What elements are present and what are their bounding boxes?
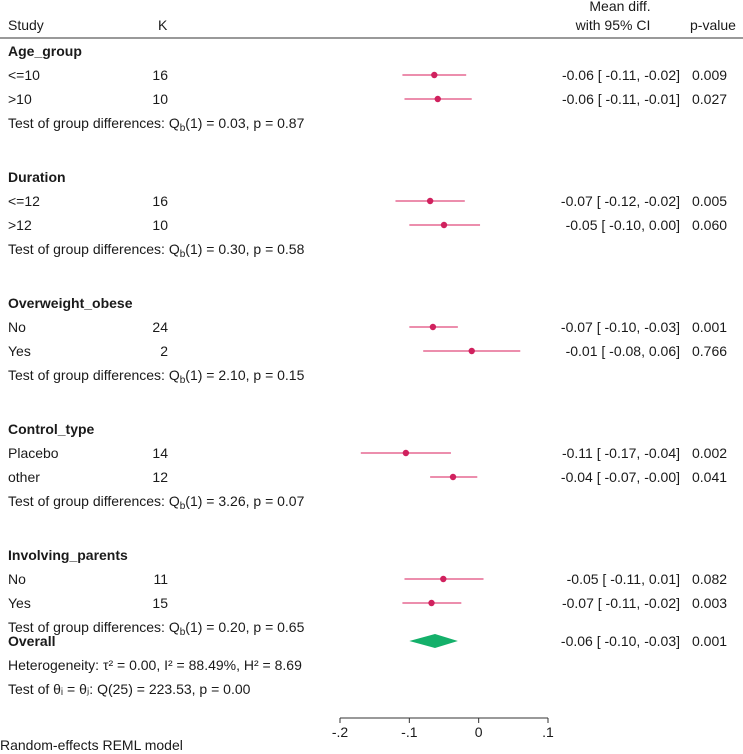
header-pvalue: p-value bbox=[690, 17, 736, 33]
heterogeneity-text: Heterogeneity: τ² = 0.00, I² = 88.49%, H… bbox=[8, 657, 302, 673]
estimate-marker bbox=[429, 323, 437, 331]
study-k: 10 bbox=[152, 217, 168, 233]
header-effect-line1: Mean diff. bbox=[589, 0, 650, 14]
study-label: Yes bbox=[8, 343, 31, 359]
header-k: K bbox=[158, 17, 168, 33]
x-tick-label: 0 bbox=[475, 724, 483, 740]
study-k: 2 bbox=[160, 343, 168, 359]
p-value: 0.001 bbox=[692, 319, 727, 335]
effect-ci-text: -0.07 [ -0.10, -0.03] bbox=[561, 319, 680, 335]
estimate-marker bbox=[431, 71, 438, 79]
effect-ci-text: -0.07 [ -0.12, -0.02] bbox=[561, 193, 680, 209]
p-value: 0.082 bbox=[692, 571, 727, 587]
overall-ci-text: -0.06 [ -0.10, -0.03] bbox=[561, 633, 680, 649]
study-label: Placebo bbox=[8, 445, 59, 461]
p-value: 0.041 bbox=[692, 469, 727, 485]
study-k: 11 bbox=[153, 571, 168, 587]
group-title: Overweight_obese bbox=[8, 295, 133, 311]
p-value: 0.005 bbox=[692, 193, 727, 209]
estimate-marker bbox=[449, 473, 457, 481]
effect-ci-text: -0.04 [ -0.07, -0.00] bbox=[561, 469, 680, 485]
header-effect-line2: with 95% CI bbox=[575, 17, 651, 33]
header-study: Study bbox=[8, 17, 44, 33]
group-title: Duration bbox=[8, 169, 66, 185]
study-label: other bbox=[8, 469, 40, 485]
estimate-marker bbox=[434, 95, 441, 103]
p-value: 0.002 bbox=[692, 445, 727, 461]
group-title: Involving_parents bbox=[8, 547, 128, 563]
effect-ci-text: -0.05 [ -0.11, 0.01] bbox=[567, 571, 680, 587]
overall-diamond bbox=[409, 634, 458, 648]
study-label: >10 bbox=[8, 91, 32, 107]
estimate-marker bbox=[468, 347, 475, 355]
study-label: <=10 bbox=[8, 67, 40, 83]
group-test: Test of group differences: Qb(1) = 0.20,… bbox=[8, 619, 305, 638]
footnote: Random-effects REML model bbox=[0, 737, 183, 753]
p-value: 0.003 bbox=[692, 595, 727, 611]
study-label: Yes bbox=[8, 595, 31, 611]
study-k: 14 bbox=[152, 445, 168, 461]
study-k: 24 bbox=[152, 319, 168, 335]
overall-p-value: 0.001 bbox=[692, 633, 727, 649]
effect-ci-text: -0.01 [ -0.08, 0.06] bbox=[566, 343, 680, 359]
study-k: 15 bbox=[152, 595, 168, 611]
group-test: Test of group differences: Qb(1) = 0.03,… bbox=[8, 115, 305, 134]
estimate-marker bbox=[426, 197, 434, 205]
overall-title: Overall bbox=[8, 633, 55, 649]
group-test: Test of group differences: Qb(1) = 3.26,… bbox=[8, 493, 305, 512]
group-test: Test of group differences: Qb(1) = 0.30,… bbox=[8, 241, 305, 260]
p-value: 0.766 bbox=[692, 343, 727, 359]
effect-ci-text: -0.05 [ -0.10, 0.00] bbox=[566, 217, 680, 233]
p-value: 0.027 bbox=[692, 91, 727, 107]
group-test: Test of group differences: Qb(1) = 2.10,… bbox=[8, 367, 305, 386]
effect-ci-text: -0.11 [ -0.17, -0.04] bbox=[562, 445, 680, 461]
effect-ci-text: -0.06 [ -0.11, -0.01] bbox=[562, 91, 680, 107]
estimate-marker bbox=[402, 449, 410, 457]
study-k: 16 bbox=[152, 193, 168, 209]
study-k: 12 bbox=[152, 469, 168, 485]
study-label: >12 bbox=[8, 217, 32, 233]
estimate-marker bbox=[428, 599, 435, 607]
estimate-marker bbox=[440, 221, 448, 229]
study-label: No bbox=[8, 571, 26, 587]
p-value: 0.009 bbox=[692, 67, 727, 83]
study-k: 10 bbox=[152, 91, 168, 107]
p-value: 0.060 bbox=[692, 217, 727, 233]
effect-ci-text: -0.07 [ -0.11, -0.02] bbox=[562, 595, 680, 611]
effect-ci-text: -0.06 [ -0.11, -0.02] bbox=[562, 67, 680, 83]
study-label: No bbox=[8, 319, 26, 335]
estimate-marker bbox=[440, 575, 447, 583]
group-title: Control_type bbox=[8, 421, 95, 437]
study-k: 16 bbox=[152, 67, 168, 83]
theta-test-text: Test of θᵢ = θⱼ: Q(25) = 223.53, p = 0.0… bbox=[8, 681, 251, 697]
x-tick-label: -.1 bbox=[401, 724, 418, 740]
group-title: Age_group bbox=[8, 43, 82, 59]
x-tick-label: .1 bbox=[542, 724, 554, 740]
x-tick-label: -.2 bbox=[332, 724, 349, 740]
study-label: <=12 bbox=[8, 193, 40, 209]
